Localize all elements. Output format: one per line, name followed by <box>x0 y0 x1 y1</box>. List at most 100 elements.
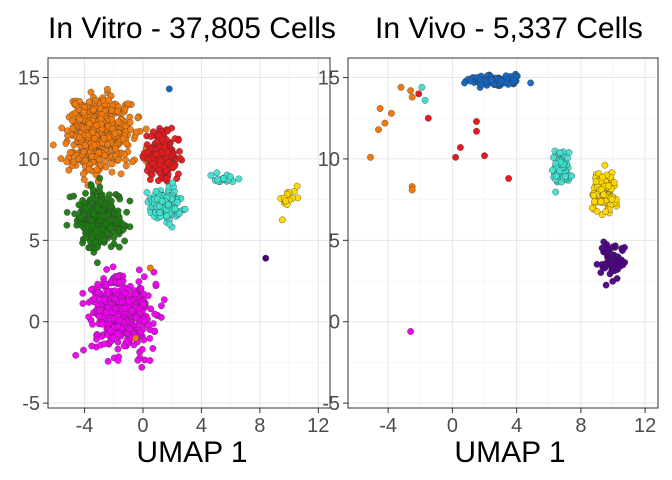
cell-point <box>473 118 480 125</box>
cell-point <box>153 150 160 158</box>
panel-in-vivo-plot: -4 0 4 8 12 -5 0 5 10 15 <box>318 57 659 437</box>
cell-point <box>93 227 101 234</box>
cell-point <box>82 189 89 197</box>
cell-point <box>94 259 101 267</box>
cell-point <box>613 275 621 282</box>
x-tick-label: 4 <box>196 415 207 437</box>
cell-point <box>152 187 160 195</box>
cell-point <box>175 210 183 217</box>
cell-point <box>176 148 183 155</box>
cell-point <box>610 179 618 186</box>
cell-point <box>109 334 116 342</box>
x-tick-label: 8 <box>254 415 265 437</box>
cell-point <box>126 119 134 126</box>
cell-point <box>467 77 474 85</box>
cell-point <box>112 305 119 313</box>
cell-point <box>497 77 505 85</box>
cell-point <box>158 314 165 321</box>
cell-point <box>166 220 173 228</box>
cell-point <box>86 120 93 128</box>
panel-border <box>47 57 331 409</box>
cell-point <box>293 182 301 190</box>
cell-point <box>85 313 93 321</box>
cell-point <box>101 151 109 159</box>
cell-point <box>388 109 395 117</box>
cell-point <box>115 330 123 338</box>
panel-border <box>347 57 659 409</box>
cell-point <box>381 119 389 127</box>
cell-point <box>102 280 110 288</box>
cell-point <box>91 141 98 149</box>
cell-point <box>608 195 616 203</box>
cell-point <box>149 345 157 352</box>
panel-title: In Vivo - 5,337 Cells <box>375 12 643 45</box>
cell-point <box>71 210 79 218</box>
cell-point <box>601 264 609 272</box>
cell-point <box>80 346 87 354</box>
cell-point <box>132 290 139 297</box>
cell-point <box>601 248 608 256</box>
y-tick-label: 5 <box>329 230 340 252</box>
cell-point <box>119 135 127 143</box>
cell-point <box>123 208 130 216</box>
cell-point <box>109 263 117 271</box>
cell-point <box>121 289 129 297</box>
y-tick-label: 10 <box>18 149 40 171</box>
cell-point <box>140 317 148 325</box>
x-axis-label: UMAP 1 <box>454 436 565 469</box>
cell-point <box>88 153 96 160</box>
x-tick-label: 12 <box>307 415 329 437</box>
cell-point <box>144 148 152 156</box>
cell-point <box>63 221 71 229</box>
cell-point <box>415 90 423 98</box>
cell-point <box>157 157 164 164</box>
cell-point <box>75 201 83 209</box>
cell-point <box>103 266 110 273</box>
cell-point <box>96 187 103 195</box>
cell-point <box>171 205 179 213</box>
cell-point <box>105 96 113 104</box>
cell-point <box>126 325 133 333</box>
cell-point <box>63 158 71 166</box>
cell-point <box>121 105 129 113</box>
cell-point <box>613 257 621 264</box>
x-tick-label: 8 <box>575 415 586 437</box>
cell-point <box>151 327 159 335</box>
cell-point <box>562 172 569 180</box>
cell-point <box>115 317 123 324</box>
cell-point <box>158 302 165 310</box>
cell-point <box>71 109 79 117</box>
cell-point <box>95 312 103 320</box>
cell-point <box>127 126 134 133</box>
cell-point <box>556 149 564 156</box>
cell-point <box>96 307 104 315</box>
cell-point <box>605 260 612 267</box>
cell-point <box>597 198 605 205</box>
cell-point <box>101 340 108 348</box>
cell-point <box>407 328 414 335</box>
cell-point <box>552 188 560 196</box>
cell-point <box>602 208 610 215</box>
cell-point <box>108 106 116 114</box>
cell-point <box>89 128 97 136</box>
cell-point <box>57 155 65 162</box>
cell-point <box>104 304 112 311</box>
cell-point <box>85 165 93 173</box>
cell-point <box>112 145 119 153</box>
cell-point <box>121 151 128 158</box>
cell-point <box>96 174 104 182</box>
cell-point <box>122 162 130 170</box>
cell-point <box>140 290 148 298</box>
cell-point <box>92 96 99 104</box>
cell-point <box>220 175 227 182</box>
cell-point <box>95 156 103 163</box>
cell-point <box>487 76 495 84</box>
cell-point <box>147 133 155 140</box>
cell-point <box>114 210 122 218</box>
cell-point <box>457 144 464 151</box>
cell-point <box>160 296 168 304</box>
cell-point <box>110 234 118 242</box>
cell-point <box>556 167 563 175</box>
cell-point <box>77 214 85 222</box>
cell-point <box>164 127 171 135</box>
